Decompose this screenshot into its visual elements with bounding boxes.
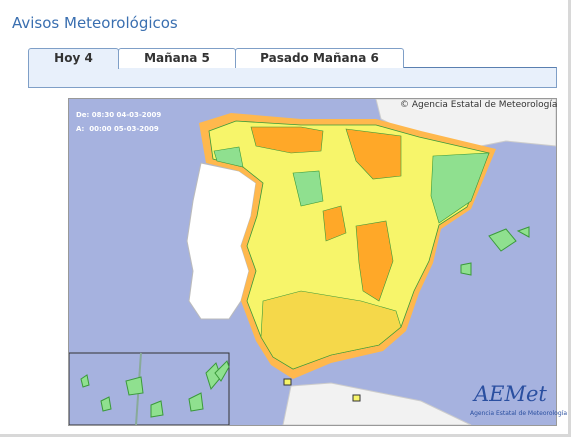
tab[interactable]: Hoy 4 xyxy=(28,48,119,69)
copyright: © Agencia Estatal de Meteorología xyxy=(400,100,558,110)
map-box xyxy=(68,98,557,426)
valid-from: De: 08:30 04-03-2009 xyxy=(76,111,162,119)
tab-bar xyxy=(28,67,557,88)
tab[interactable]: Mañana 5 xyxy=(118,48,236,68)
title: Avisos Meteorológicos xyxy=(12,14,178,32)
valid-to: A: 00:00 05-03-2009 xyxy=(76,125,159,133)
logo: AEMet xyxy=(474,382,547,406)
map xyxy=(69,99,556,425)
frame xyxy=(0,0,571,437)
tab[interactable]: Pasado Mañana 6 xyxy=(235,48,404,68)
logo-caption: Agencia Estatal de Meteorología xyxy=(470,410,567,417)
